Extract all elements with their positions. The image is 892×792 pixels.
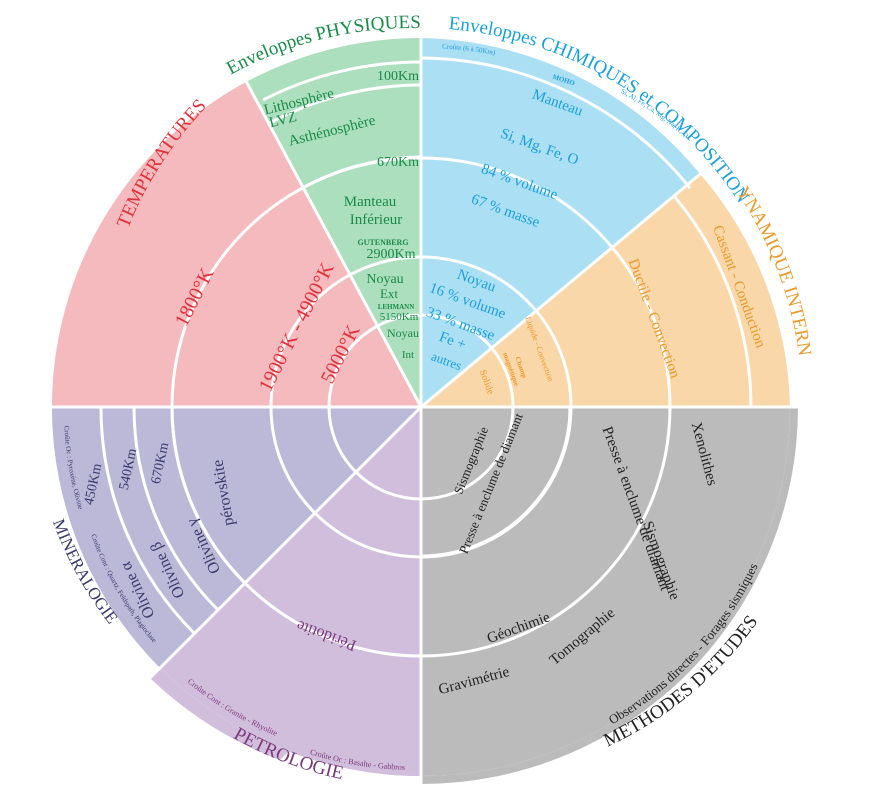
sector-mineralogie bbox=[52, 407, 421, 668]
sector-petrologie bbox=[160, 407, 421, 776]
sep-petro-mine bbox=[148, 405, 423, 680]
sector-temperatures bbox=[51, 81, 421, 408]
sep-chim-dyn bbox=[420, 168, 706, 409]
phys-gutenberg: GUTENBERG bbox=[357, 238, 408, 247]
ring-lvz bbox=[267, 83, 422, 126]
sector-physiques bbox=[246, 37, 421, 408]
sector-methodes bbox=[421, 407, 790, 776]
phys-inferieur: Inférieur bbox=[350, 212, 402, 228]
phys-ext: Ext bbox=[380, 286, 398, 301]
ring-540 bbox=[132, 406, 220, 612]
ring-methodes bbox=[420, 406, 572, 558]
mineralogie-crust-band bbox=[52, 407, 172, 668]
ring-lithosphere bbox=[262, 60, 422, 102]
phys-100km: 100Km bbox=[377, 69, 419, 84]
phys-lehmann: LEHMANN bbox=[378, 303, 415, 311]
phys-noyau-ext: Noyau bbox=[366, 272, 403, 287]
sep-temp-phys bbox=[238, 69, 423, 408]
ring-450 bbox=[99, 406, 197, 636]
phys-670km: 670Km bbox=[377, 155, 419, 170]
phys-int: Int bbox=[402, 349, 414, 361]
ring-dyn bbox=[672, 195, 753, 408]
phys-manteau: Manteau bbox=[344, 194, 397, 210]
ring-670 bbox=[293, 155, 422, 195]
ring-670-min bbox=[170, 406, 247, 585]
phys-5150km: 5150Km bbox=[380, 311, 419, 323]
phys-noyau-int: Noyau bbox=[387, 326, 419, 340]
phys-lvz: LVZ bbox=[268, 109, 299, 131]
phys-2900km: 2900Km bbox=[367, 247, 416, 262]
sector-dynamique bbox=[421, 174, 790, 407]
petrologie-crust-band bbox=[150, 667, 421, 776]
ring-chim-crust bbox=[420, 56, 692, 189]
